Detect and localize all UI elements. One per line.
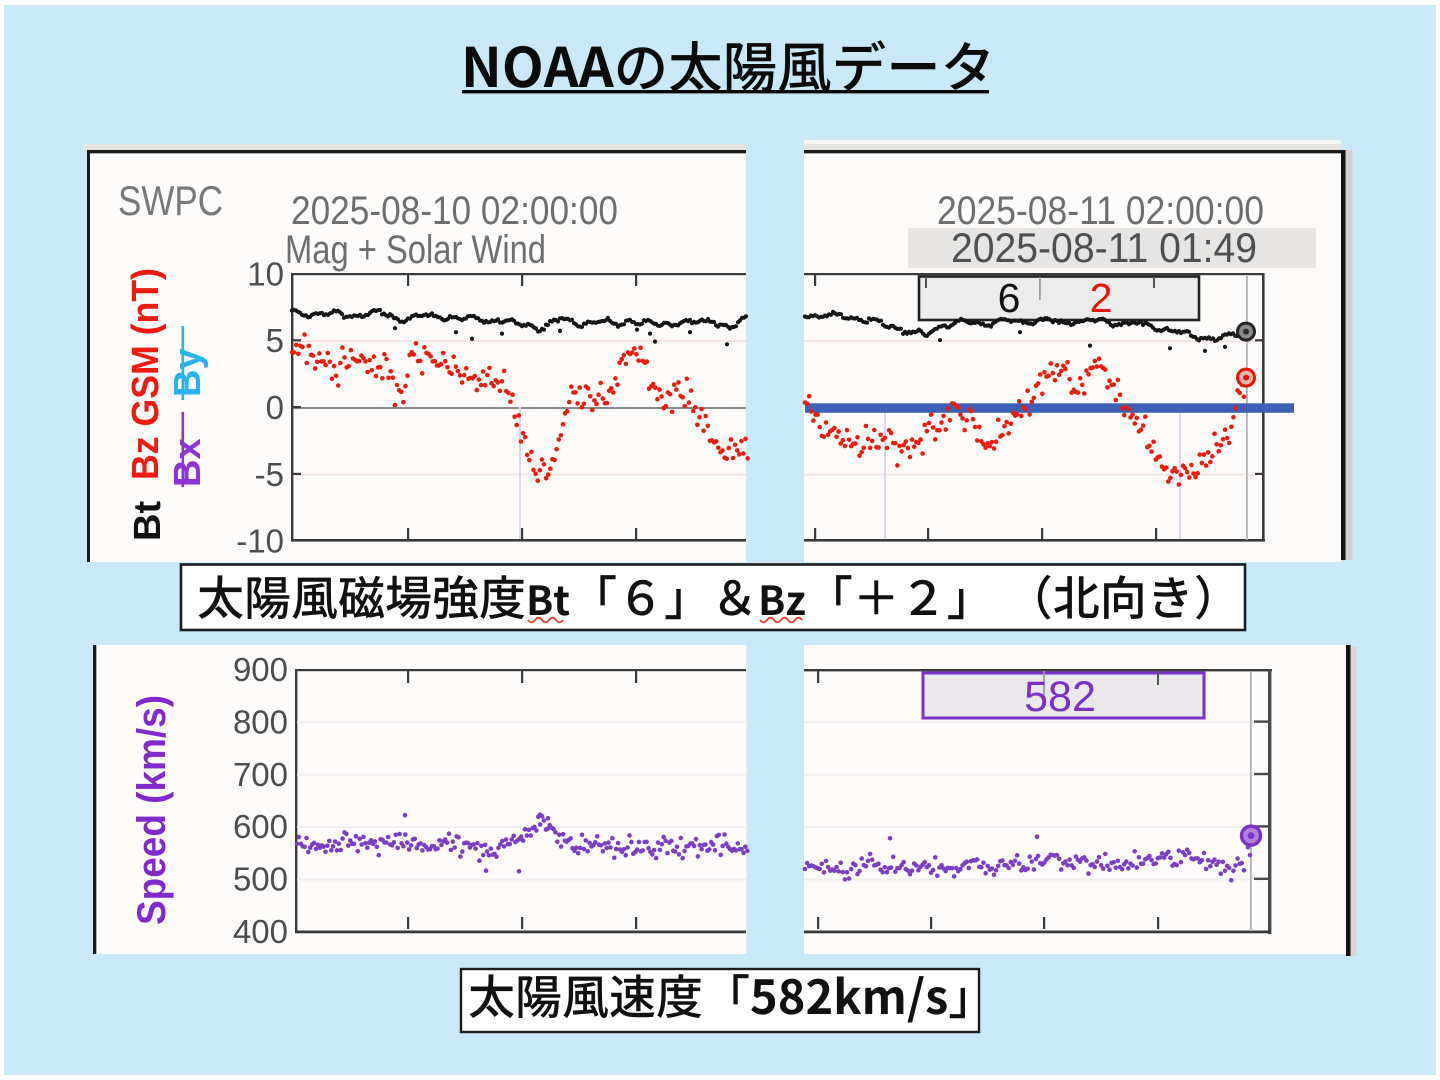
svg-text:Speed (km/s): Speed (km/s) <box>130 695 174 925</box>
svg-text:2: 2 <box>1090 275 1113 321</box>
svg-text:5: 5 <box>266 322 284 359</box>
svg-text:2025-08-11 01:49: 2025-08-11 01:49 <box>951 224 1257 271</box>
svg-text:900: 900 <box>233 651 288 688</box>
svg-text:10: 10 <box>247 256 284 293</box>
svg-text:SWPC: SWPC <box>118 177 223 224</box>
svg-text:Mag + Solar Wind: Mag + Solar Wind <box>285 228 546 272</box>
svg-text:400: 400 <box>233 913 288 950</box>
svg-text:Bt: Bt <box>127 501 169 541</box>
svg-text:By: By <box>167 348 209 397</box>
svg-text:-5: -5 <box>255 456 284 493</box>
svg-text:Bx: Bx <box>167 438 209 487</box>
svg-text:582: 582 <box>1024 673 1096 721</box>
svg-text:Bz GSM (nT): Bz GSM (nT) <box>125 268 167 480</box>
svg-text:800: 800 <box>233 703 288 740</box>
svg-text:0: 0 <box>266 389 284 426</box>
svg-text:500: 500 <box>233 861 288 898</box>
svg-text:700: 700 <box>233 756 288 793</box>
svg-text:2025-08-10 02:00:00: 2025-08-10 02:00:00 <box>291 189 618 233</box>
svg-text:6: 6 <box>998 275 1021 321</box>
svg-text:-10: -10 <box>236 523 284 560</box>
svg-text:2025-08-11 02:00:00: 2025-08-11 02:00:00 <box>937 189 1264 233</box>
svg-text:600: 600 <box>233 808 288 845</box>
